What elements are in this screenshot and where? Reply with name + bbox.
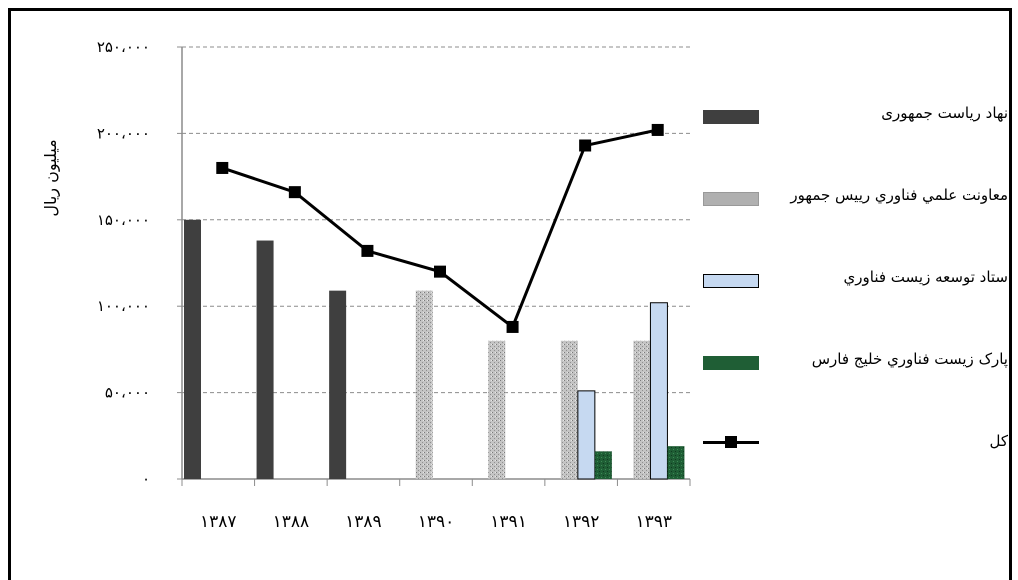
line-marker [434,265,446,278]
bar [488,340,506,479]
x-tick-label: ۱۳۹۱ [490,512,527,532]
legend-item-nahad: نهاد ریاست جمهوری [703,100,1008,180]
bar [594,451,612,479]
total-line [216,123,664,333]
legend-swatch-setad [703,274,759,288]
y-axis-label: میلیون ریال [41,139,61,216]
x-tick-label: ۱۳۹۲ [563,512,600,532]
bar [329,290,347,479]
y-tick-label: ۱۵۰،۰۰۰ [97,211,150,229]
legend-item-moavenat: معاونت علمي فناوري رييس جمهور [703,182,1008,262]
x-tick-labels: ۱۳۸۷ ۱۳۸۸ ۱۳۸۹ ۱۳۹۰ ۱۳۹۱ ۱۳۹۲ ۱۳۹۳ [200,512,672,532]
legend-item-setad: ستاد توسعه زیست فناوري [703,264,1008,344]
line-marker [579,139,592,152]
x-tick-label: ۱۳۹۰ [418,512,455,532]
bar [633,340,651,479]
x-tick-label: ۱۳۸۹ [345,512,382,532]
legend-swatch-moavenat [703,192,759,206]
bar [667,446,685,479]
axes [177,46,691,486]
square-marker-icon [725,436,737,448]
bar [649,302,668,480]
bar [256,240,274,479]
legend-swatch-park [703,356,759,370]
x-tick-label: ۱۳۸۸ [273,512,310,532]
y-tick-label: ۰ [142,470,150,488]
bar [560,340,578,479]
y-tick-label: ۲۰۰،۰۰۰ [97,124,150,142]
legend-label-park: پارک زیست فناوري خلیج فارس [811,350,1008,368]
legend-swatch-nahad [703,110,759,124]
legend-label-total: کل [989,432,1008,450]
y-tick-label: ۵۰،۰۰۰ [105,384,150,402]
x-tick-label: ۱۳۸۷ [200,512,237,532]
legend-swatch-total [703,434,759,450]
line-marker [651,123,664,136]
line-marker [288,186,301,199]
legend-label-moavenat: معاونت علمي فناوري رييس جمهور [790,186,1008,204]
line-marker [506,320,519,333]
legend-item-total: کل [703,428,1008,508]
legend-item-park: پارک زیست فناوري خلیج فارس [703,346,1008,426]
legend-label-setad: ستاد توسعه زیست فناوري [843,268,1008,286]
chart-frame [8,8,1012,580]
line-marker [361,244,374,257]
x-tick-label: ۱۳۹۳ [635,512,672,532]
y-tick-label: ۲۵۰،۰۰۰ [97,38,150,56]
bar [577,390,596,480]
bar [415,290,433,479]
y-tick-labels: ۰ ۵۰،۰۰۰ ۱۰۰،۰۰۰ ۱۵۰،۰۰۰ ۲۰۰،۰۰۰ ۲۵۰،۰۰۰ [97,38,150,488]
bar [184,219,201,480]
legend-label-nahad: نهاد ریاست جمهوری [881,104,1008,122]
line-marker [216,161,229,174]
series-line [221,128,659,330]
bars [184,219,685,480]
y-tick-label: ۱۰۰،۰۰۰ [97,297,150,315]
